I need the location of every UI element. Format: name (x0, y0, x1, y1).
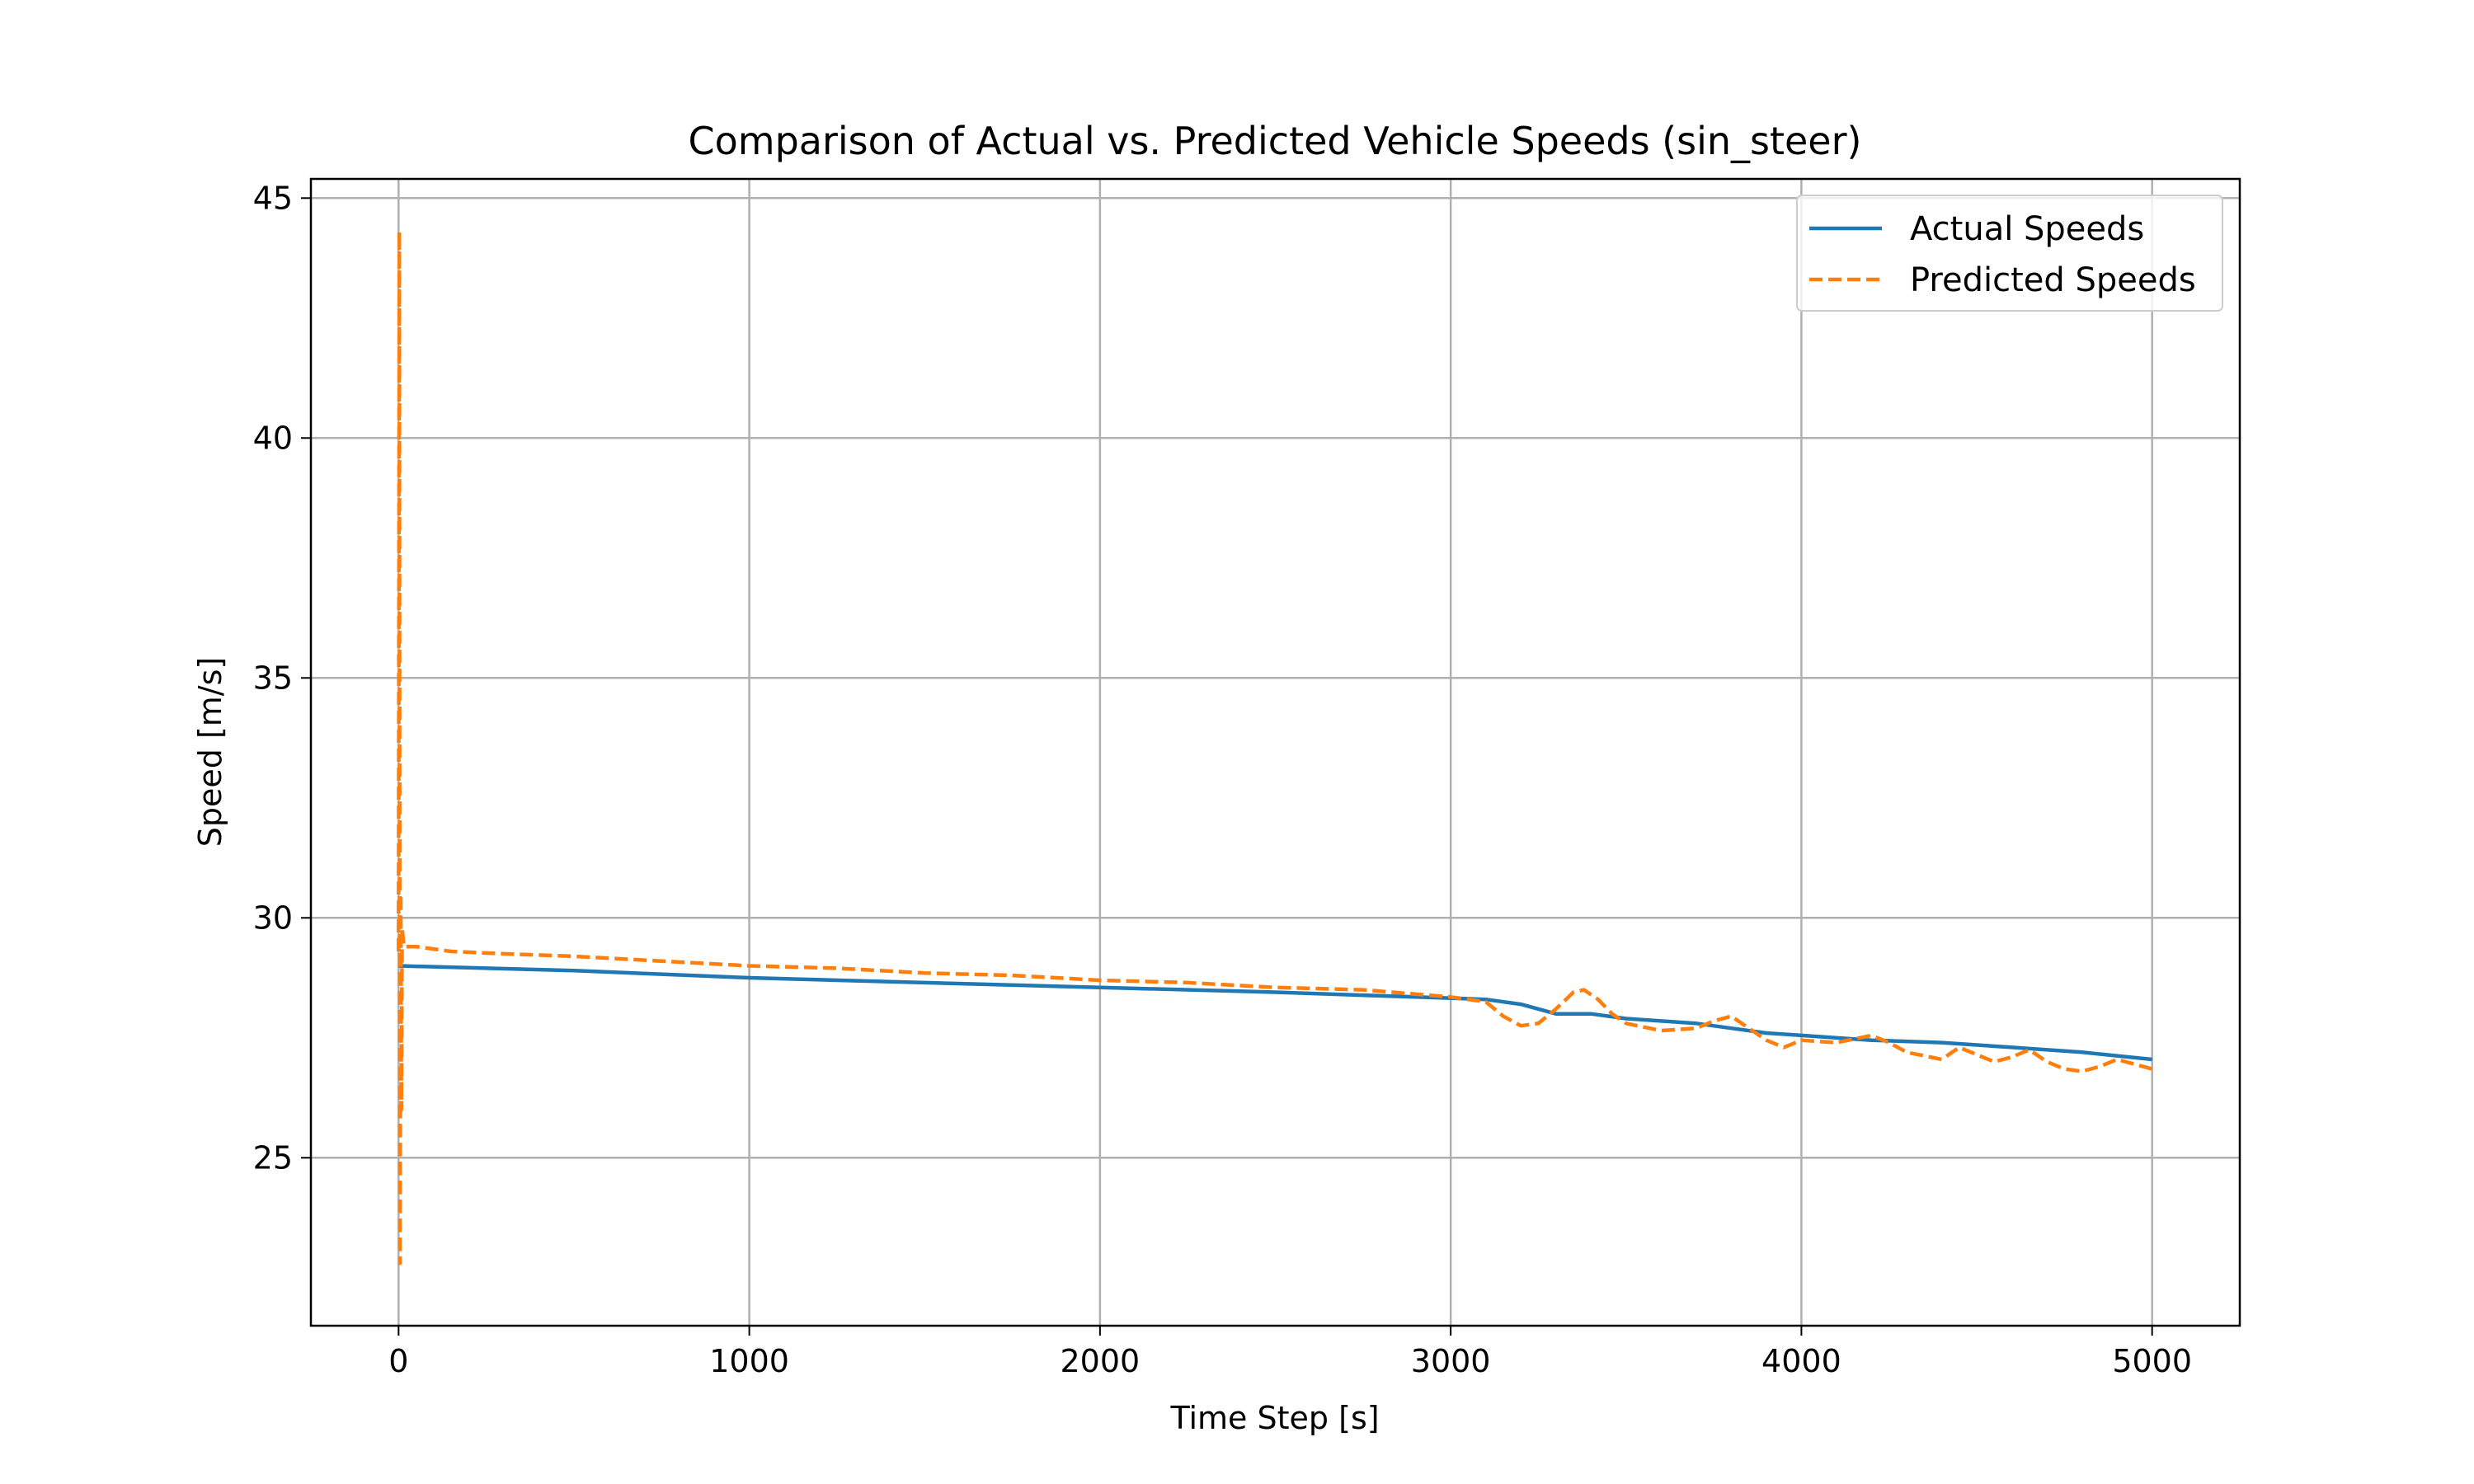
axis-ticks: 0 1000 2000 3000 4000 5000 25 30 35 40 45 (253, 180, 2192, 1379)
x-tick-label: 3000 (1411, 1343, 1491, 1379)
y-tick-label: 35 (253, 660, 293, 696)
legend: Actual Speeds Predicted Speeds (1796, 195, 2223, 312)
plot-lines (397, 229, 2153, 1266)
y-tick-label: 40 (253, 420, 293, 456)
y-tick-label: 25 (253, 1139, 293, 1176)
y-axis-label: Speed [m/s] (192, 657, 228, 847)
y-tick-label: 30 (253, 899, 293, 936)
x-tick-label: 2000 (1061, 1343, 1141, 1379)
legend-box (1796, 195, 2223, 312)
x-tick-label: 0 (388, 1343, 408, 1379)
chart-title: Comparison of Actual vs. Predicted Vehic… (689, 119, 1862, 163)
x-axis-label: Time Step [s] (1169, 1400, 1379, 1436)
actual-speeds-line (398, 964, 2152, 1062)
x-tick-label: 5000 (2112, 1343, 2192, 1379)
legend-label: Predicted Speeds (1910, 261, 2196, 299)
predicted-speeds-line (397, 229, 2153, 1266)
x-tick-label: 1000 (709, 1343, 789, 1379)
y-tick-label: 45 (253, 180, 293, 216)
plot-area-frame (309, 177, 2241, 1327)
legend-label: Actual Speeds (1910, 210, 2144, 248)
x-tick-label: 4000 (1761, 1343, 1841, 1379)
